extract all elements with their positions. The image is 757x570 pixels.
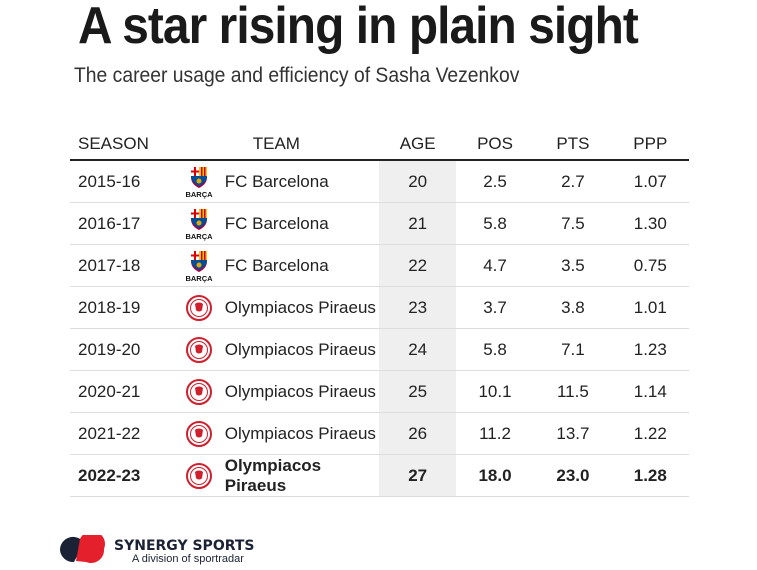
logo-cell: BARÇA	[172, 202, 225, 245]
col-age: AGE	[379, 128, 456, 161]
team-cell: Olympiacos Piraeus	[224, 286, 380, 329]
season-cell: 2018-19	[70, 286, 173, 329]
subtitle: The career usage and efficiency of Sasha…	[74, 64, 520, 87]
fc-barcelona-logo-icon: BARÇA	[185, 250, 213, 283]
team-cell: Olympiacos Piraeus	[224, 328, 380, 371]
season-cell: 2017-18	[70, 244, 173, 287]
logo-cell	[172, 412, 225, 455]
page-title: A star rising in plain sight	[78, 0, 639, 55]
barca-text: BARÇA	[185, 232, 213, 241]
ppp-cell: 1.22	[611, 412, 689, 455]
table-row: 2016-17 BARÇA FC Barcelona 21 5.8 7.5 1.…	[70, 202, 689, 245]
table-row: 2019-20 Olympiacos Piraeus 24 5.8 7.1 1.…	[70, 328, 689, 371]
pos-cell: 5.8	[455, 202, 535, 245]
pos-cell: 10.1	[455, 370, 535, 413]
season-cell: 2016-17	[70, 202, 173, 245]
pos-cell: 2.5	[455, 160, 535, 203]
pos-cell: 11.2	[455, 412, 535, 455]
logo-cell	[172, 328, 225, 371]
pos-cell: 5.8	[455, 328, 535, 371]
team-cell: Olympiacos Piraeus	[224, 412, 380, 455]
pts-cell: 11.5	[534, 370, 612, 413]
season-cell: 2022-23	[70, 454, 173, 497]
season-cell: 2019-20	[70, 328, 173, 371]
logo-cell	[172, 370, 225, 413]
table-row: 2020-21 Olympiacos Piraeus 25 10.1 11.5 …	[70, 370, 689, 413]
age-cell: 22	[379, 244, 456, 287]
col-logo	[172, 128, 225, 161]
ppp-cell: 1.07	[611, 160, 689, 203]
age-cell: 20	[379, 160, 456, 203]
pts-cell: 3.8	[534, 286, 612, 329]
ppp-cell: 1.30	[611, 202, 689, 245]
olympiacos-logo-icon	[185, 462, 212, 489]
pos-cell: 3.7	[455, 286, 535, 329]
ppp-cell: 1.28	[611, 454, 689, 497]
col-team: TEAM	[224, 128, 380, 161]
ppp-cell: 0.75	[611, 244, 689, 287]
season-cell: 2020-21	[70, 370, 173, 413]
ppp-cell: 1.01	[611, 286, 689, 329]
team-cell: FC Barcelona	[224, 244, 380, 287]
age-cell: 27	[379, 454, 456, 497]
barca-text: BARÇA	[185, 190, 213, 199]
logo-cell: BARÇA	[172, 160, 225, 203]
age-cell: 24	[379, 328, 456, 371]
pts-cell: 13.7	[534, 412, 612, 455]
pts-cell: 3.5	[534, 244, 612, 287]
team-cell: Olympiacos Piraeus	[224, 370, 380, 413]
season-cell: 2021-22	[70, 412, 173, 455]
team-cell: FC Barcelona	[224, 202, 380, 245]
age-cell: 26	[379, 412, 456, 455]
olympiacos-logo-icon	[185, 420, 212, 447]
table-row: 2017-18 BARÇA FC Barcelona 22 4.7 3.5 0.…	[70, 244, 689, 287]
tagline-text: A division of sportradar	[132, 553, 244, 565]
logo-cell	[172, 286, 225, 329]
age-cell: 25	[379, 370, 456, 413]
table-row: 2021-22 Olympiacos Piraeus 26 11.2 13.7 …	[70, 412, 689, 455]
table-row: 2022-23 Olympiacos Piraeus 27 18.0 23.0 …	[70, 454, 689, 497]
team-cell: FC Barcelona	[224, 160, 380, 203]
col-ppp: PPP	[611, 128, 689, 161]
olympiacos-logo-icon	[185, 294, 212, 321]
season-cell: 2015-16	[70, 160, 173, 203]
age-cell: 21	[379, 202, 456, 245]
age-cell: 23	[379, 286, 456, 329]
logo-cell	[172, 454, 225, 497]
synergy-sports-logo: SYNERGY SPORTS A division of sportradar	[58, 531, 298, 570]
ppp-cell: 1.23	[611, 328, 689, 371]
pos-cell: 18.0	[455, 454, 535, 497]
olympiacos-logo-icon	[185, 378, 212, 405]
col-pos: POS	[455, 128, 535, 161]
table-row: 2015-16 BARÇA FC Barcelona 20 2.5 2.7 1.…	[70, 160, 689, 203]
pts-cell: 23.0	[534, 454, 612, 497]
pts-cell: 7.1	[534, 328, 612, 371]
ppp-cell: 1.14	[611, 370, 689, 413]
olympiacos-logo-icon	[185, 336, 212, 363]
table-row: 2018-19 Olympiacos Piraeus 23 3.7 3.8 1.…	[70, 286, 689, 329]
header-row: SEASON TEAM AGE POS PTS PPP	[70, 128, 689, 161]
pts-cell: 2.7	[534, 160, 612, 203]
barca-text: BARÇA	[185, 274, 213, 283]
stats-table: SEASON TEAM AGE POS PTS PPP 2015-16 BARÇ…	[70, 128, 689, 497]
col-pts: PTS	[534, 128, 612, 161]
logo-cell: BARÇA	[172, 244, 225, 287]
fc-barcelona-logo-icon: BARÇA	[185, 166, 213, 199]
fc-barcelona-logo-icon: BARÇA	[185, 208, 213, 241]
brand-text: SYNERGY SPORTS	[114, 538, 255, 554]
team-cell: Olympiacos Piraeus	[224, 454, 380, 497]
pts-cell: 7.5	[534, 202, 612, 245]
pos-cell: 4.7	[455, 244, 535, 287]
col-season: SEASON	[70, 128, 173, 161]
